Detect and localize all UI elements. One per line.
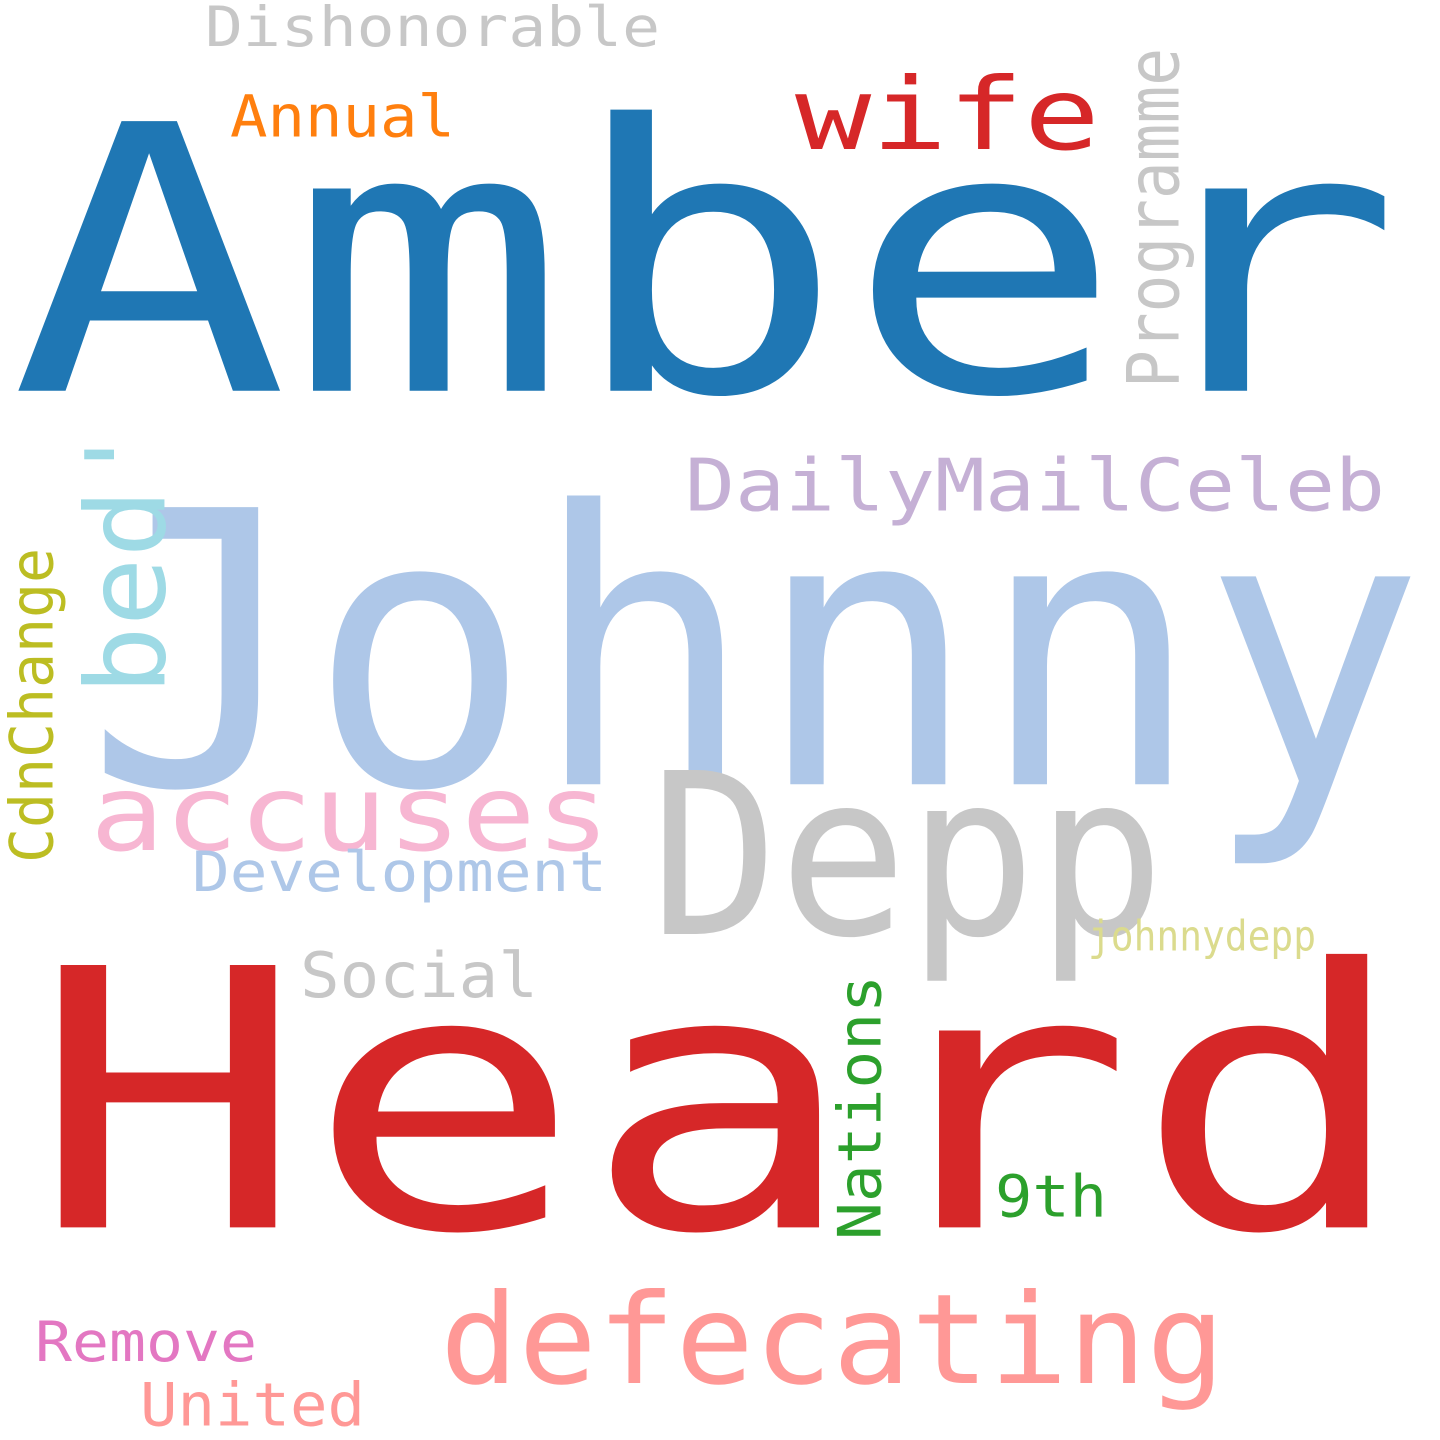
- word-wife: wife: [795, 56, 1100, 173]
- word-defecating: defecating: [440, 1266, 1225, 1413]
- word-accuses: accuses: [90, 752, 610, 876]
- word-amber: Amber: [10, 46, 1402, 480]
- word-development: Development: [192, 840, 607, 905]
- word-remove: Remove: [35, 1310, 257, 1375]
- word-dishonorable: Dishonorable: [205, 0, 660, 60]
- word-nations: Nations: [824, 975, 895, 1240]
- word-dailymailceleb: DailyMailCeleb: [685, 443, 1385, 528]
- word-9th: 9th: [995, 1162, 1107, 1231]
- word-heard: Heard: [30, 892, 1410, 1314]
- word-social: Social: [300, 939, 538, 1012]
- word-cdnchange: CdnChange: [0, 548, 67, 863]
- word-johnnydepp: johnnydepp: [1088, 911, 1316, 961]
- word-annual: Annual: [230, 82, 455, 151]
- word-programme: Programme: [1111, 48, 1196, 389]
- word-johnny: Johnny: [85, 430, 1425, 876]
- word-depp: Depp: [650, 724, 1165, 988]
- word-bed: bed': [62, 420, 191, 695]
- word-united: United: [140, 1369, 365, 1440]
